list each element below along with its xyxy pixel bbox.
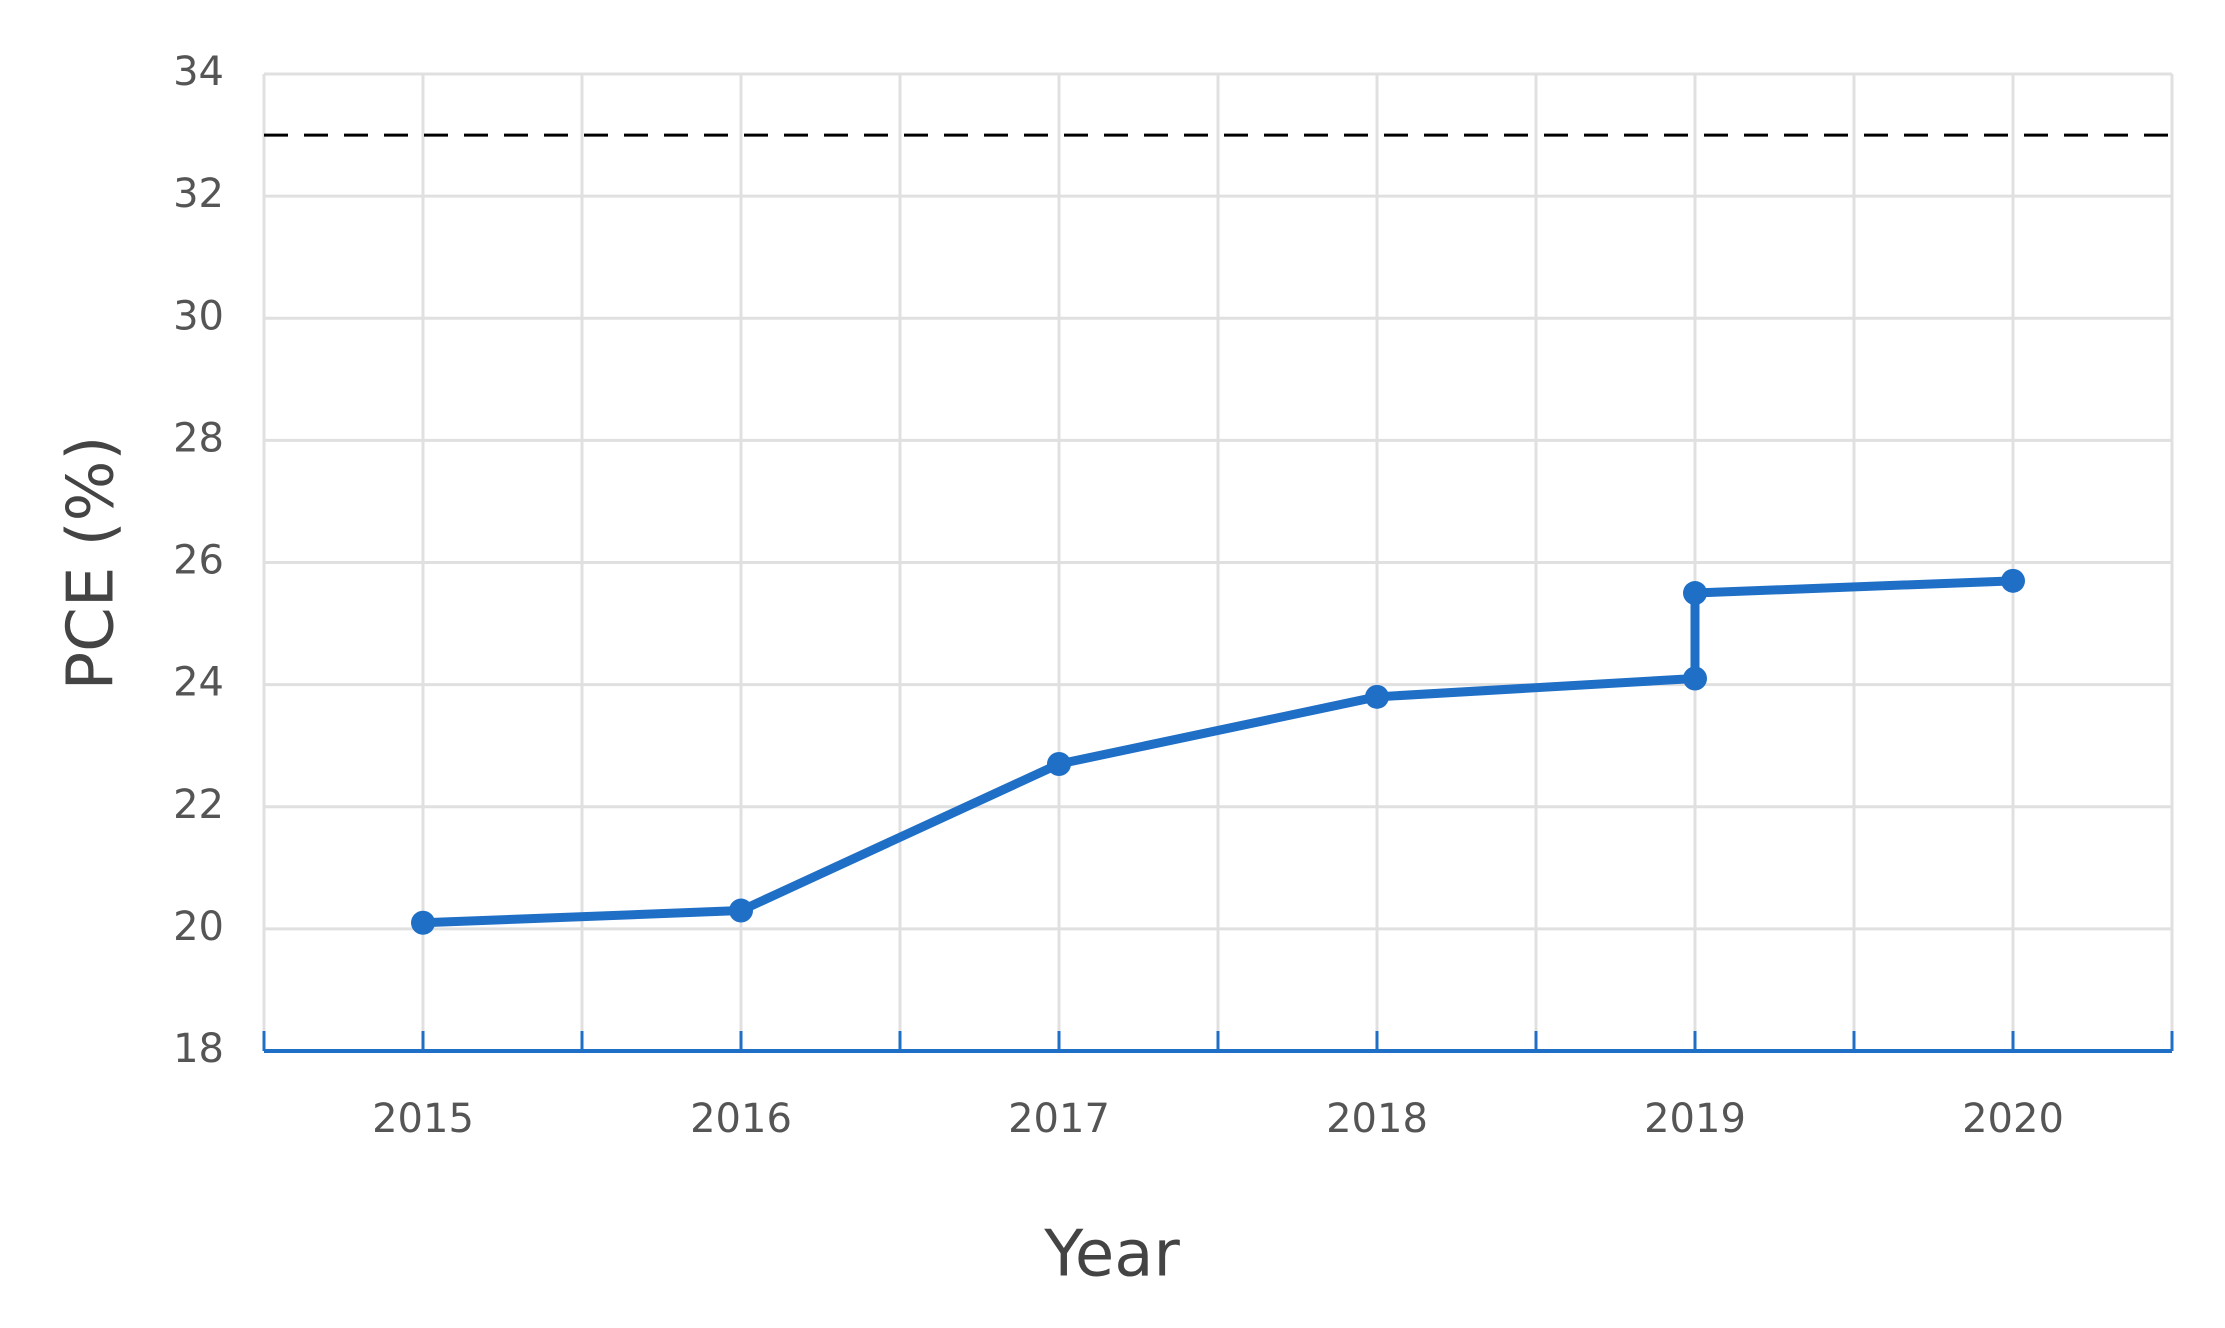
y-tick-label: 28: [173, 415, 224, 461]
data-point: [1683, 581, 1707, 606]
x-axis-title: Year: [1043, 1218, 1180, 1292]
x-tick-label: 2015: [372, 1096, 474, 1142]
x-tick-label: 2019: [1644, 1096, 1746, 1142]
y-tick-label: 30: [173, 293, 224, 339]
data-point: [1047, 752, 1071, 777]
y-tick-label: 34: [173, 49, 224, 95]
y-tick-label: 22: [173, 782, 224, 828]
data-point: [1683, 666, 1707, 691]
x-tick-label: 2018: [1326, 1096, 1428, 1142]
y-tick-label: 18: [173, 1026, 224, 1072]
y-tick-label: 32: [173, 171, 224, 217]
x-tick-label: 2017: [1008, 1096, 1110, 1142]
x-tick-label: 2016: [690, 1096, 792, 1142]
y-tick-label: 26: [173, 538, 224, 584]
y-axis-title: PCE (%): [55, 436, 129, 691]
data-point: [411, 910, 435, 935]
x-tick-label: 2020: [1962, 1096, 2064, 1142]
y-tick-label: 24: [173, 660, 224, 706]
data-point: [1365, 684, 1389, 709]
y-tick-label: 20: [173, 904, 224, 950]
data-point: [729, 898, 753, 923]
data-point: [2001, 568, 2025, 593]
